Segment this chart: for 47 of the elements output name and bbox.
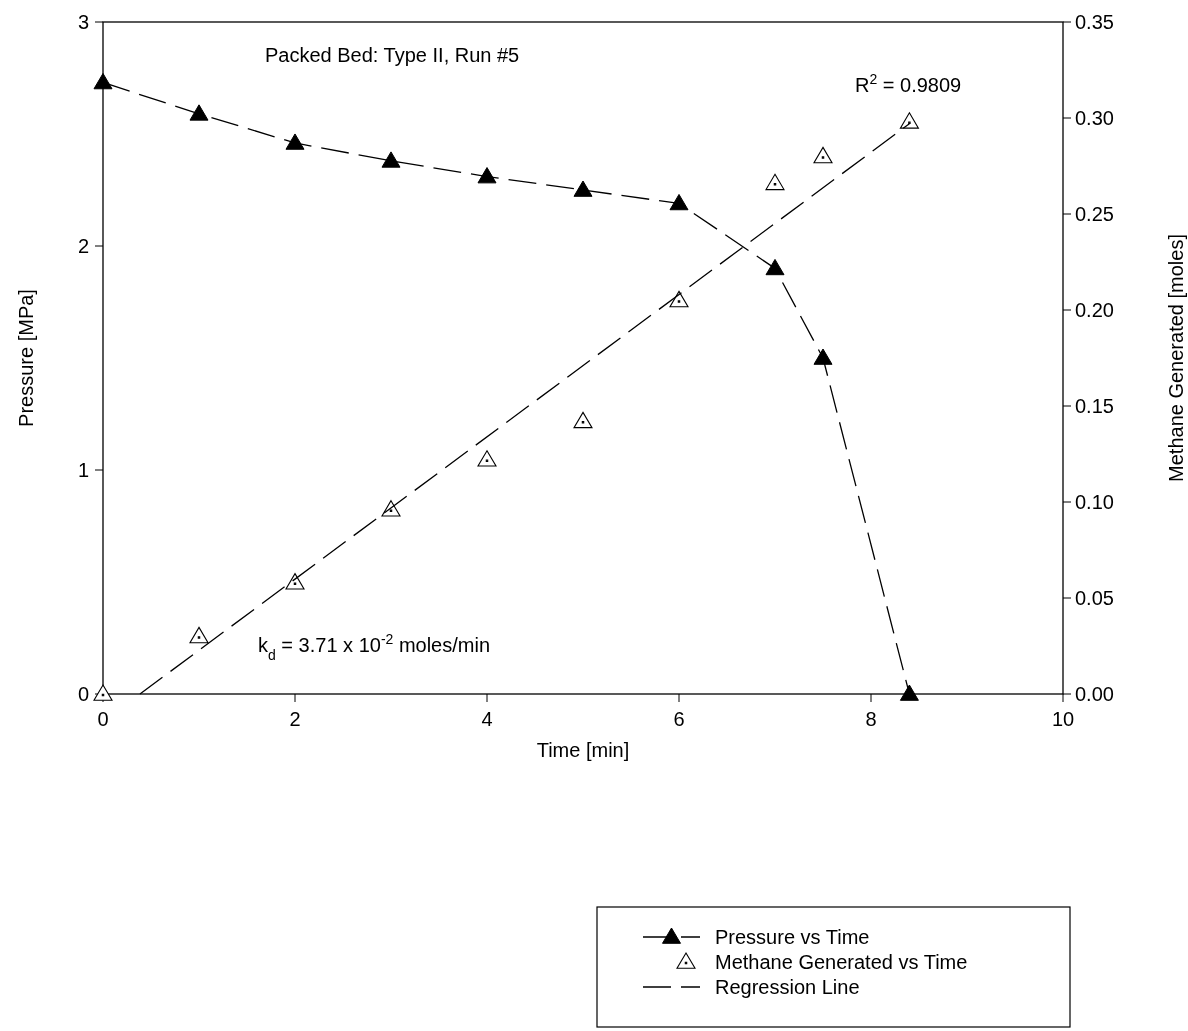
legend-label: Regression Line — [715, 976, 860, 998]
point — [573, 411, 593, 429]
point — [285, 573, 305, 590]
y-tick-label: 2 — [77, 235, 89, 257]
point — [899, 684, 919, 701]
point — [813, 146, 833, 164]
annotation: Packed Bed: Type II, Run #5 — [265, 44, 520, 66]
point — [477, 450, 497, 467]
point — [189, 626, 209, 644]
y2-tick-label: 0.20 — [1075, 299, 1114, 321]
y-tick-label: 0 — [77, 683, 89, 705]
x-tick-label: 8 — [865, 708, 877, 730]
y2-axis-title: Methane Generated [moles] — [1165, 234, 1187, 482]
y-axis-title: Pressure [MPa] — [15, 289, 37, 427]
y2-tick-label: 0.35 — [1075, 11, 1114, 33]
legend-label: Pressure vs Time — [715, 926, 870, 948]
y-tick-label: 3 — [77, 11, 89, 33]
point — [765, 173, 785, 191]
point — [93, 72, 113, 90]
x-tick-label: 2 — [289, 708, 301, 730]
point — [669, 290, 689, 308]
point — [381, 500, 401, 517]
x-tick-label: 0 — [97, 708, 109, 730]
point — [813, 348, 833, 365]
y2-tick-label: 0.00 — [1075, 683, 1114, 705]
y2-tick-label: 0.10 — [1075, 491, 1114, 513]
x-tick-label: 10 — [1051, 708, 1075, 730]
point — [285, 133, 305, 150]
y2-tick-label: 0.30 — [1075, 107, 1114, 129]
y-tick-label: 1 — [77, 459, 89, 481]
point — [669, 193, 689, 211]
x-tick-label: 6 — [673, 708, 685, 730]
annotation: R$^{2}$ = 0.9809 — [855, 71, 962, 96]
point — [899, 112, 919, 129]
point — [93, 684, 113, 701]
x-axis-title: Time [min] — [536, 739, 630, 761]
y2-tick-label: 0.15 — [1075, 395, 1114, 417]
point — [189, 104, 209, 121]
legend-label: Methane Generated vs Time — [715, 951, 968, 973]
y2-tick-label: 0.05 — [1075, 587, 1114, 609]
point — [573, 180, 593, 197]
point — [765, 258, 785, 276]
y2-tick-label: 0.25 — [1075, 203, 1114, 225]
point — [381, 151, 401, 168]
point — [477, 167, 497, 184]
annotation: k$_{d}$ = 3.71 x 10$^{-2}$ moles/min — [258, 631, 491, 663]
x-tick-label: 4 — [481, 708, 493, 730]
